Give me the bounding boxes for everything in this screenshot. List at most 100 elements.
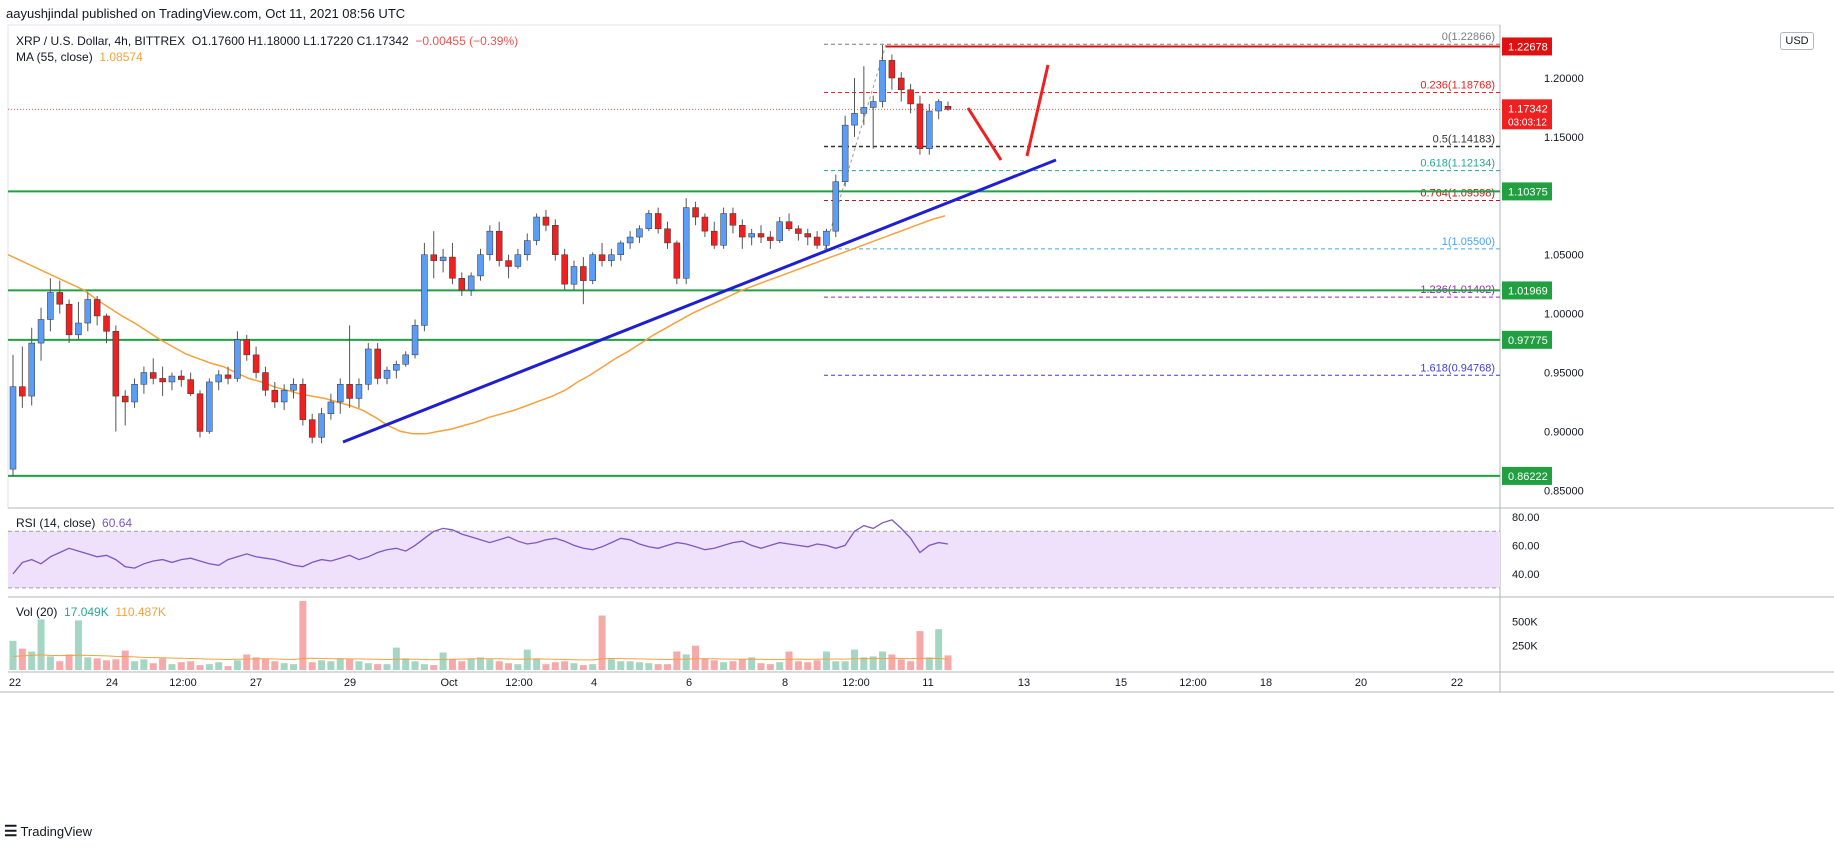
currency-button[interactable]: USD [1780,32,1814,50]
candle-body [84,299,92,324]
volume-bar [570,663,578,670]
candle-body [570,266,578,285]
volume-bar [280,663,288,670]
volume-bar [37,619,45,670]
candle-body [916,103,924,149]
candle-countdown-label: 03:03:12 [1508,117,1547,128]
volume-bar [271,661,279,670]
time-tick-label: 12:00 [169,677,197,689]
candle-body [580,266,587,281]
candle-body [804,233,811,238]
candle-body [374,348,381,379]
resistance-price-tag [1502,37,1552,56]
rsi-tick-label: 40.00 [1512,569,1540,581]
candle-body [215,374,222,383]
volume-bar [467,658,475,670]
time-tick-label: Oct [440,677,457,689]
candle-body [112,331,120,397]
candle-body [869,101,877,108]
candle-body [935,101,942,112]
candle-body [150,372,157,379]
volume-bar [607,659,615,670]
candle-body [552,225,559,255]
volume-bar [813,660,821,670]
ma-legend[interactable]: MA (55, close) 1.08574 [16,50,143,64]
candle-body [542,216,550,226]
volume-pane: 500K 250K [9,600,1538,670]
candle-body [944,106,952,110]
candle-body [308,419,316,438]
candle-body [140,372,148,385]
volume-legend[interactable]: Vol (20) 17.049K 110.487K [16,605,166,619]
candle-body [318,413,325,438]
candle-body [739,225,746,238]
volume-bar [542,664,550,670]
volume-bar [411,661,419,670]
time-tick-label: 22 [9,677,21,689]
price-tick-label: 0.90000 [1544,426,1584,438]
candle-body [682,207,690,279]
volume-bar [505,663,513,670]
candle-body [262,372,269,391]
time-tick-label: 12:00 [505,677,533,689]
candle-body [888,60,896,79]
time-tick-label: 13 [1018,677,1030,689]
volume-bar [355,661,363,670]
candle-body [168,375,176,383]
volume-bar [233,660,241,670]
footer: ☰ TradingView [4,822,92,840]
support-price-label: 1.01969 [1508,285,1548,297]
volume-bar [701,658,709,670]
ohlc-values: O1.17600 H1.18000 L1.17220 C1.17342 [191,34,409,48]
volume-bar [673,651,681,670]
change-value: −0.00455 (−0.39%) [415,34,519,48]
candle-body [467,275,475,291]
volume-bar [682,654,690,670]
main-pane-frame [7,24,1501,509]
rsi-legend[interactable]: RSI (14, close) 60.64 [16,516,132,530]
rsi-line [12,519,949,575]
volume-ma-line [12,654,949,661]
volume-value: 17.049K [64,605,109,619]
volume-bar [327,661,335,670]
candle-body [430,254,437,261]
price-axis[interactable]: 1.20000 1.15000 1.05000 1.00000 0.95000 0.900… [1544,73,1584,497]
volume-bar [448,659,456,670]
candle-body [505,260,512,267]
horizontal-levels[interactable] [8,45,1500,477]
candle-body [477,254,484,277]
symbol-legend[interactable]: XRP / U.S. Dollar, 4h, BITTREX O1.17600 … [16,34,518,48]
candle-body [56,292,63,305]
volume-bar [907,661,915,670]
candle-body [926,110,933,149]
volume-bar [738,659,746,670]
volume-bar [290,664,297,670]
volume-bar [215,662,223,670]
time-tick-label: 18 [1260,677,1272,689]
volume-bar [860,657,868,670]
time-tick-label: 12:00 [842,677,870,689]
ma-value: 1.08574 [99,50,143,64]
candle-body [159,378,166,383]
candle-body [495,230,503,261]
volume-bar [729,661,737,670]
candle-body [533,216,540,241]
candle-body [346,384,353,399]
candle-body [383,369,391,379]
volume-bar [654,664,662,670]
volume-bar [757,663,765,670]
volume-bar [74,620,82,670]
candle-body [224,374,232,379]
candle-body [720,213,727,246]
volume-bar [748,657,756,670]
time-axis[interactable]: 22 24 12:00 27 29 Oct 12:00 4 6 8 12:00 11 13 15 12:00… [9,677,1463,689]
candle-body [9,386,17,470]
rsi-band [8,531,1500,588]
time-tick-label: 22 [1451,677,1463,689]
user-drawings[interactable] [342,64,1057,444]
fibonacci-retracement[interactable]: 0(1.22866) 0.236(1.18768) 0.5(1.14183) 0.61… [824,31,1500,376]
volume-bar [103,660,110,670]
volume-bar [458,661,466,670]
candle-body [252,354,260,373]
